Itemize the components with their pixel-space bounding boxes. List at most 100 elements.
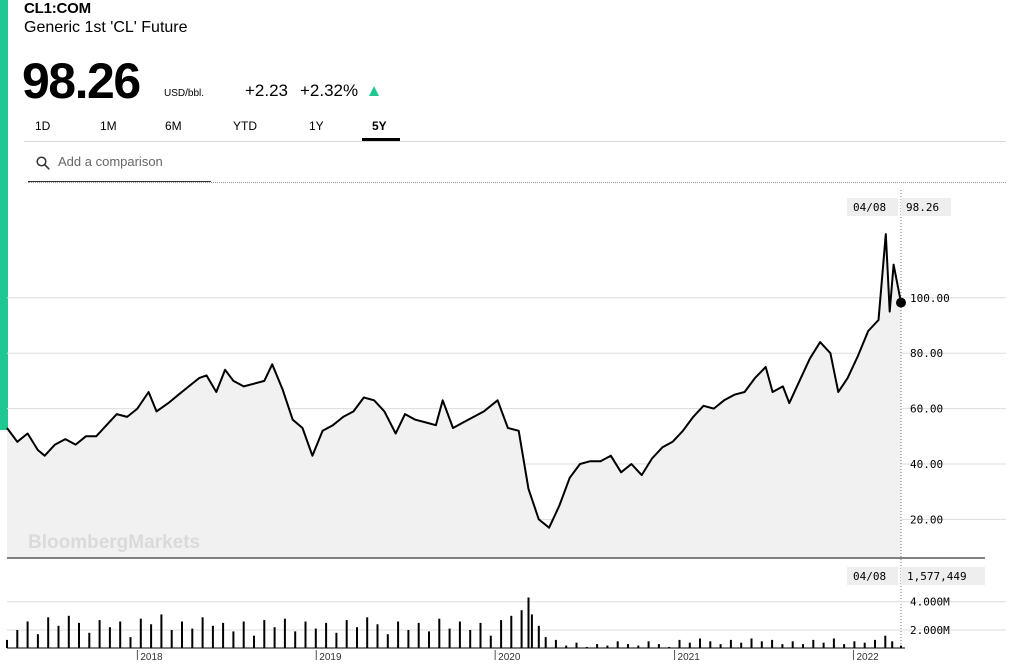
volume-bar — [6, 639, 8, 648]
volume-tooltip-value: 1,577,449 — [907, 570, 967, 583]
tab-ytd[interactable]: YTD — [233, 119, 257, 133]
volume-bar — [469, 630, 472, 648]
price-tooltip-date-box — [847, 198, 898, 216]
volume-bar — [596, 644, 599, 648]
tab-1m[interactable]: 1M — [100, 119, 117, 133]
search-icon — [36, 156, 50, 170]
volume-axis-tick-label: 2.000M — [910, 624, 950, 637]
volume-bar — [771, 639, 774, 648]
volume-tooltip-value-box — [901, 567, 985, 585]
volume-tooltip-date: 04/08 — [853, 570, 886, 583]
volume-bar — [678, 639, 681, 648]
last-price-marker — [896, 297, 906, 308]
volume-bar — [16, 630, 19, 648]
volume-bar — [874, 639, 876, 648]
volume-bar — [740, 642, 743, 648]
price-change-percent: +2.32% — [300, 81, 359, 100]
volume-bar — [647, 641, 650, 648]
volume-bar — [26, 621, 29, 648]
active-tab-indicator — [362, 138, 400, 141]
last-price: 98.26 — [22, 53, 141, 109]
volume-bar — [78, 622, 80, 648]
volume-bar — [201, 617, 204, 648]
volume-bar — [863, 642, 866, 648]
volume-bar — [479, 622, 482, 648]
volume-bar — [253, 635, 255, 648]
volume-bar — [657, 644, 660, 648]
price-unit: USD/bbl. — [164, 88, 205, 99]
volume-bar — [150, 624, 153, 648]
volume-bar — [843, 644, 846, 648]
tab-1y[interactable]: 1Y — [309, 119, 324, 133]
volume-bar — [510, 615, 513, 648]
volume-bar — [191, 628, 194, 648]
price-change: +2.23 — [245, 81, 289, 100]
volume-bar — [407, 630, 410, 648]
volume-bar — [283, 618, 286, 648]
volume-bar — [832, 638, 835, 648]
volume-bar — [527, 597, 530, 648]
volume-bar — [812, 639, 815, 648]
volume-bar — [366, 617, 369, 648]
x-axis-tick-label: 2019 — [319, 652, 342, 663]
volume-bar — [181, 621, 183, 648]
volume-tooltip-date-box — [847, 567, 898, 585]
x-axis-tick-label: 2018 — [140, 652, 163, 663]
volume-bar — [729, 639, 732, 648]
price-axis-tick-label: 100.00 — [910, 292, 950, 305]
security-name: Generic 1st 'CL' Future — [24, 19, 188, 36]
volume-bar — [709, 641, 712, 648]
tab-5y[interactable]: 5Y — [372, 119, 387, 133]
volume-bar — [520, 610, 523, 648]
volume-axis-tick-label: 4.000M — [910, 596, 950, 609]
price-tooltip-value-box — [901, 198, 951, 216]
volume-bar — [489, 635, 492, 648]
volume-bar — [119, 621, 122, 648]
volume-bar — [98, 620, 101, 648]
price-axis-tick-label: 60.00 — [910, 403, 943, 416]
volume-bar — [325, 622, 328, 648]
price-axis-tick-label: 80.00 — [910, 347, 943, 360]
volume-bar — [428, 631, 430, 648]
volume-bar — [67, 615, 70, 648]
header-divider — [28, 182, 1006, 183]
volume-bar — [822, 642, 825, 648]
volume-bar — [314, 628, 317, 648]
price-axis-tick-label: 20.00 — [910, 513, 943, 526]
tab-1d[interactable]: 1D — [35, 119, 51, 133]
volume-bar — [88, 632, 91, 648]
comparison-input[interactable] — [58, 154, 208, 169]
volume-bar — [900, 645, 902, 648]
price-tooltip-value: 98.26 — [906, 201, 939, 214]
volume-bar — [530, 614, 533, 648]
price-area — [7, 234, 901, 557]
volume-bar — [891, 641, 894, 648]
price-tooltip-date: 04/08 — [853, 201, 886, 214]
volume-bar — [781, 644, 784, 648]
volume-bar — [304, 621, 307, 648]
x-axis-tick-label: 2020 — [498, 652, 521, 663]
volume-bar — [160, 614, 163, 648]
volume-bar — [699, 638, 701, 648]
volume-bar — [356, 627, 358, 648]
volume-bar — [750, 638, 753, 648]
volume-bar — [688, 642, 691, 648]
volume-bar — [263, 620, 266, 648]
volume-bar — [438, 618, 441, 648]
volume-bar — [627, 644, 629, 648]
x-axis-tick-label: 2021 — [678, 652, 701, 663]
volume-bar — [108, 627, 111, 648]
x-axis-tick-label: 2022 — [856, 652, 879, 663]
tab-6m[interactable]: 6M — [165, 119, 182, 133]
volume-bar — [139, 618, 142, 648]
volume-bar — [294, 631, 297, 648]
volume-bar — [616, 641, 619, 648]
volume-bar — [397, 621, 400, 648]
price-axis-tick-label: 40.00 — [910, 458, 943, 471]
volume-bar — [637, 645, 640, 648]
volume-bar — [575, 642, 578, 648]
comparison-search[interactable] — [28, 150, 211, 182]
volume-bar — [211, 625, 214, 648]
